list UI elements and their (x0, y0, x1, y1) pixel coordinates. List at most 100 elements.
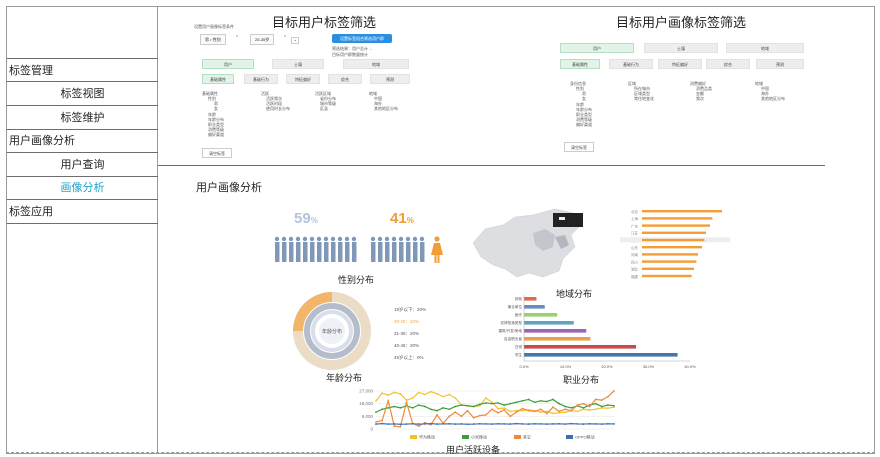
device-point (491, 401, 493, 404)
device-point (423, 421, 426, 424)
tree-node[interactable]: 金额 (696, 91, 704, 96)
tree-node[interactable]: 偏好渠道 (208, 132, 224, 137)
tree-node[interactable]: 身份信息 (570, 81, 586, 86)
portrait-filter-basic[interactable]: 基础属性 (560, 59, 600, 69)
target-filter-composite[interactable]: 综合 (328, 74, 362, 84)
add-tag-button[interactable]: + (291, 37, 300, 44)
tree-node[interactable]: 消费偏好 (690, 81, 706, 86)
portrait-filter-predict[interactable]: 预测 (756, 59, 804, 69)
tree-node[interactable]: 女 (582, 96, 586, 101)
device-point (606, 422, 609, 425)
male-person-icon (324, 242, 329, 262)
tree-node[interactable]: 性别 (208, 96, 216, 101)
portrait-tab-soil[interactable]: 土壤 (644, 43, 718, 53)
tree-node[interactable]: 男 (582, 91, 586, 96)
device-point (466, 404, 469, 407)
tree-node[interactable]: 其他地区分布 (761, 96, 785, 101)
target-filter-behavior[interactable]: 基础行为 (244, 74, 278, 84)
tree-node[interactable]: 性别 (576, 86, 584, 91)
tree-node[interactable]: 中国 (761, 86, 769, 91)
tree-node[interactable]: 年龄分布 (576, 107, 592, 112)
sidebar-item-user-portrait[interactable]: 用户画像分析 (7, 129, 158, 153)
device-point (606, 404, 609, 406)
sidebar-item-portrait-analysis[interactable]: 画像分析 (7, 176, 158, 200)
tree-node[interactable]: 区县 (320, 106, 328, 111)
tree-node[interactable]: 中国 (374, 96, 382, 101)
tree-node[interactable]: 男 (214, 101, 218, 106)
device-point (478, 403, 481, 406)
tree-node[interactable]: 频次 (696, 96, 704, 101)
tree-node[interactable]: 年龄分布 (208, 117, 224, 122)
portrait-clear-tags-button[interactable]: 清空标签 (564, 142, 594, 152)
tree-node[interactable]: 年龄 (576, 102, 584, 107)
tree-node[interactable]: 地域 (369, 91, 377, 96)
occupation-tick: 10.0% (560, 364, 572, 369)
tag-chip-close-icon[interactable]: × (284, 33, 287, 38)
target-filter-preference[interactable]: 特征偏好 (286, 74, 320, 84)
rank-bar (642, 246, 702, 249)
target-clear-tags-button[interactable]: 清空标签 (202, 148, 232, 158)
device-point (564, 405, 567, 408)
tree-node[interactable]: 职业类型 (208, 122, 224, 127)
occupation-bar (524, 313, 558, 317)
device-point (491, 408, 493, 411)
tree-node[interactable]: 活跃时段 (266, 101, 282, 106)
age-ring-center (319, 318, 345, 344)
tree-node[interactable]: 活跃 (261, 91, 269, 96)
tree-node[interactable]: 消费品类 (696, 86, 712, 91)
rank-label: 上海 (631, 216, 639, 221)
tree-node[interactable]: 消费等级 (208, 127, 224, 132)
device-point (613, 390, 615, 392)
rank-label: 北京 (631, 209, 639, 214)
device-point (558, 411, 560, 414)
target-filter-basic[interactable]: 基础属性 (202, 74, 234, 84)
sidebar-item-tag-management[interactable]: 标签管理 (7, 58, 158, 82)
male-person-icon (352, 242, 357, 262)
tree-node[interactable]: 消费等级 (576, 117, 592, 122)
tree-node[interactable]: 其他地区分布 (374, 106, 398, 111)
tree-node[interactable]: 活跃区域 (315, 91, 331, 96)
tree-node[interactable]: 所在城市 (634, 86, 650, 91)
device-tick: 0 (370, 427, 373, 432)
tree-node[interactable]: 活跃频次 (266, 96, 282, 101)
sidebar-item-tag-maintenance[interactable]: 标签维护 (7, 106, 158, 130)
target-tab-user[interactable]: 用户 (202, 59, 254, 69)
device-point (613, 406, 615, 409)
device-point (460, 423, 463, 425)
sidebar-item-user-query[interactable]: 用户查询 (7, 153, 158, 177)
portrait-filter-composite[interactable]: 综合 (706, 59, 750, 69)
device-point (503, 423, 506, 425)
tree-node[interactable]: 区域 (628, 81, 636, 86)
tree-node[interactable]: 年龄 (208, 112, 216, 117)
age-ring-inner (311, 310, 353, 352)
target-tab-soil[interactable]: 土壤 (272, 59, 324, 69)
tree-node[interactable]: 海外 (761, 91, 769, 96)
tree-node[interactable]: 海外 (374, 101, 382, 106)
device-point (613, 423, 615, 425)
device-tick: 18,000 (359, 401, 373, 406)
tree-node[interactable]: 职业类型 (576, 112, 592, 117)
portrait-tab-region[interactable]: 地域 (726, 43, 804, 53)
portrait-filter-preference[interactable]: 特征偏好 (658, 59, 702, 69)
tree-node[interactable]: 偏好渠道 (576, 122, 592, 127)
tree-node[interactable]: 基础属性 (202, 91, 218, 96)
filter-users-button[interactable]: 设置标签组合筛选用户群 (332, 34, 392, 43)
tree-node[interactable]: 省份分布 (320, 96, 336, 101)
age-legend-item: 45岁以上：0% (394, 355, 424, 360)
tree-node[interactable]: 使用时长分布 (266, 106, 290, 111)
tag-chip-gender[interactable]: 男 • 性别 (200, 34, 226, 45)
target-filter-predict[interactable]: 预测 (370, 74, 410, 84)
tree-node[interactable]: 城市等级 (320, 101, 336, 106)
tag-chip-age[interactable]: 25-35岁 (250, 34, 275, 45)
tree-node[interactable]: 常住地变化 (634, 96, 654, 101)
portrait-tab-user[interactable]: 用户 (560, 43, 634, 53)
tree-node[interactable]: 区域类型 (634, 91, 650, 96)
sidebar-item-tag-application[interactable]: 标签应用 (7, 200, 158, 224)
tag-chip-close-icon[interactable]: × (236, 33, 239, 38)
sidebar-item-tag-view[interactable]: 标签视图 (7, 82, 158, 106)
tree-node[interactable]: 女 (214, 106, 218, 111)
portrait-filter-behavior[interactable]: 基础行为 (609, 59, 653, 69)
device-point (552, 398, 554, 401)
target-tab-region[interactable]: 地域 (343, 59, 409, 69)
tree-node[interactable]: 地域 (755, 81, 763, 86)
